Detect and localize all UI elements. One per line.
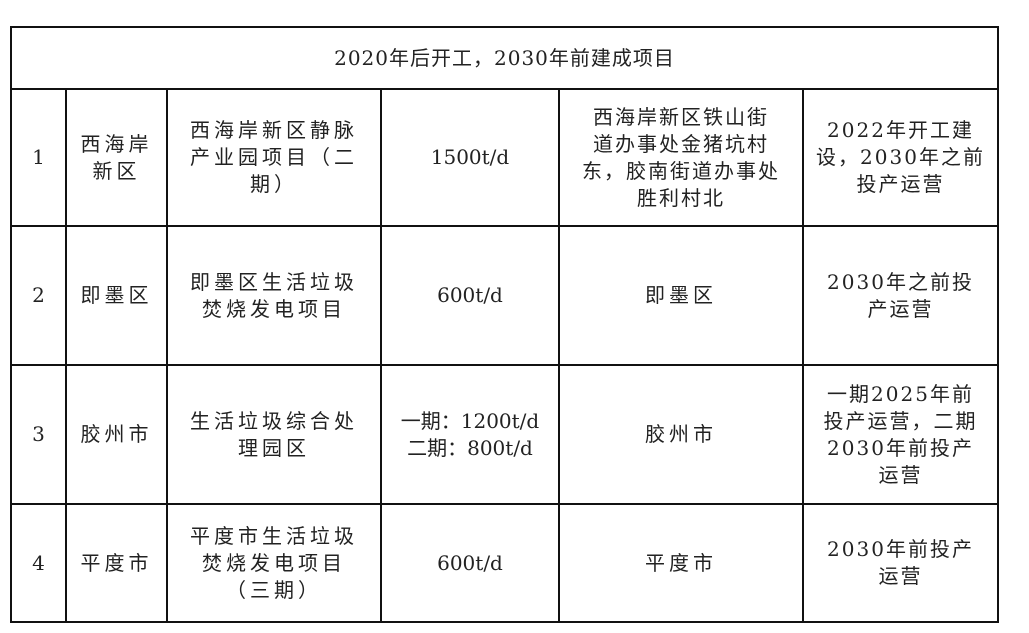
row-number: 2 <box>10 225 67 366</box>
district-cell: 西海岸 新区 <box>65 88 168 227</box>
district-cell: 即墨区 <box>65 225 168 366</box>
schedule-cell: 一期2025年前 投产运营，二期 2030年前投产 运营 <box>802 364 999 505</box>
table-row: 4 平度市 平度市生活垃圾 焚烧发电项目 （三期） 600t/d 平度市 2030年… <box>10 503 999 623</box>
location-cell: 即墨区 <box>558 225 804 366</box>
projects-table: 2020年后开工，2030年前建成项目 1 西海岸 新区 西海岸新区静脉 产业园项目… <box>10 26 999 623</box>
table-row: 3 胶州市 生活垃圾综合处 理园区 一期：1200t/d 二期：800t/d 胶州市… <box>10 364 999 505</box>
location-cell: 平度市 <box>558 503 804 623</box>
schedule-cell: 2022年开工建 设，2030年之前 投产运营 <box>802 88 999 227</box>
table-row: 1 西海岸 新区 西海岸新区静脉 产业园项目（二 期） 1500t/d 西海岸新区铁山… <box>10 88 999 227</box>
capacity-cell: 600t/d <box>380 225 560 366</box>
table-row: 2 即墨区 即墨区生活垃圾 焚烧发电项目 600t/d 即墨区 2030年之前投产… <box>10 225 999 366</box>
capacity-cell: 一期：1200t/d 二期：800t/d <box>380 364 560 505</box>
section-title: 2020年后开工，2030年前建成项目 <box>10 26 999 90</box>
project-cell: 即墨区生活垃圾 焚烧发电项目 <box>166 225 382 366</box>
capacity-cell: 600t/d <box>380 503 560 623</box>
row-number: 3 <box>10 364 67 505</box>
section-header-row: 2020年后开工，2030年前建成项目 <box>10 26 999 90</box>
row-number: 1 <box>10 88 67 227</box>
project-cell: 生活垃圾综合处 理园区 <box>166 364 382 505</box>
district-cell: 胶州市 <box>65 364 168 505</box>
row-number: 4 <box>10 503 67 623</box>
capacity-cell: 1500t/d <box>380 88 560 227</box>
schedule-cell: 2030年之前投 产运营 <box>802 225 999 366</box>
district-cell: 平度市 <box>65 503 168 623</box>
project-cell: 平度市生活垃圾 焚烧发电项目 （三期） <box>166 503 382 623</box>
schedule-cell: 2030年前投产 运营 <box>802 503 999 623</box>
project-cell: 西海岸新区静脉 产业园项目（二 期） <box>166 88 382 227</box>
location-cell: 胶州市 <box>558 364 804 505</box>
location-cell: 西海岸新区铁山街 道办事处金猪坑村 东，胶南街道办事处 胜利村北 <box>558 88 804 227</box>
